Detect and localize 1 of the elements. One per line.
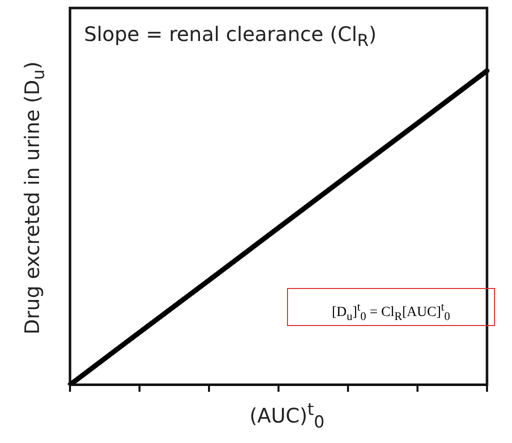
chart-title: Slope = renal clearance (Cl$_{R}$) xyxy=(84,22,377,50)
